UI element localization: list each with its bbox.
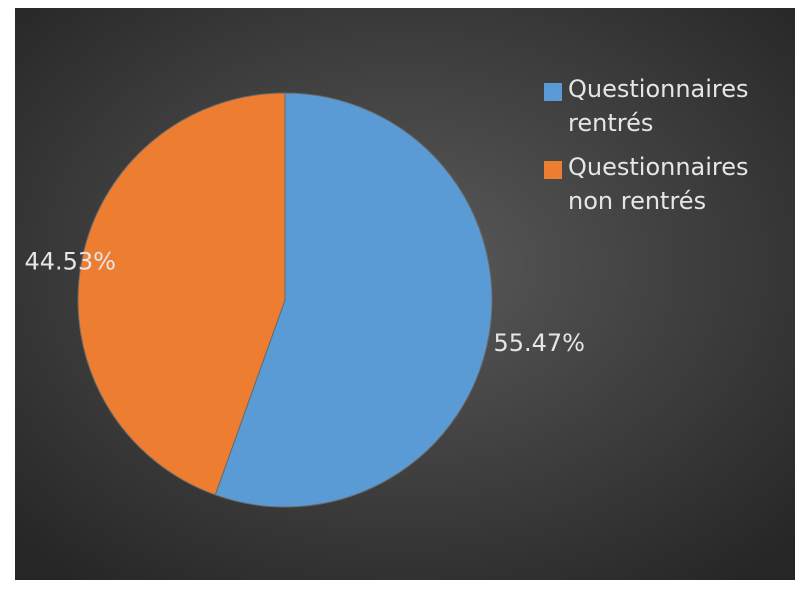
legend-entry: Questionnaires rentrés	[540, 72, 770, 140]
legend-label: Questionnaires non rentrés	[568, 153, 749, 215]
legend-entry: Questionnaires non rentrés	[540, 150, 770, 218]
pie-slice	[77, 92, 286, 496]
data-label: 55.47%	[493, 329, 585, 357]
legend: Questionnaires rentrés Questionnaires non…	[540, 72, 770, 228]
pie-slice	[214, 92, 493, 508]
legend-swatch	[544, 161, 562, 179]
legend-label: Questionnaires rentrés	[568, 75, 749, 137]
data-label: 44.53%	[24, 248, 116, 276]
legend-swatch	[544, 83, 562, 101]
